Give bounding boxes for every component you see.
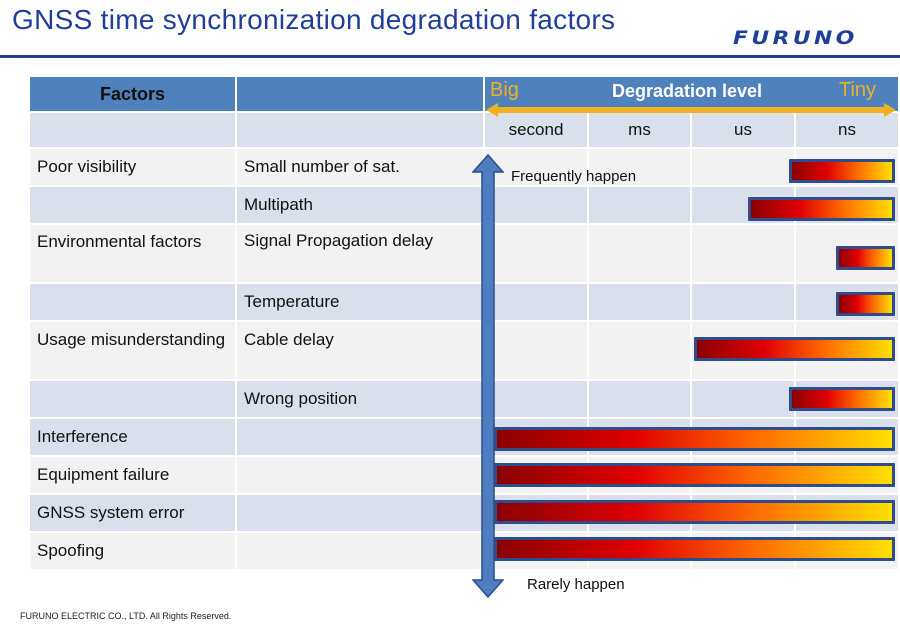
copyright-footer: FURUNO ELECTRIC CO., LTD. All Rights Res… — [20, 611, 232, 621]
factor-label: Equipment failure — [37, 465, 170, 484]
bar-temperature — [836, 292, 895, 316]
unit-second: second — [483, 111, 589, 149]
bar-small-number-of-sat — [789, 159, 895, 183]
factor-label: Spoofing — [37, 541, 105, 560]
furuno-logo: FURUNO — [733, 27, 858, 49]
factor-label: Usage misunderstanding — [37, 330, 226, 349]
detail-label — [237, 419, 483, 425]
factor-label: GNSS system error — [37, 503, 185, 522]
header-row: Factors — [28, 75, 900, 113]
tiny-label: Tiny — [839, 79, 877, 101]
detail-label — [237, 533, 483, 539]
detail-label: Multipath — [244, 195, 313, 214]
bar-wrong-position — [789, 387, 895, 411]
detail-label: Small number of sat. — [244, 157, 400, 176]
table-row: Temperature — [28, 282, 900, 322]
frequently-happen-note: Frequently happen — [511, 168, 637, 185]
detail-label: Signal Propagation delay — [244, 231, 434, 250]
title-rule — [0, 55, 900, 58]
detail-label — [237, 457, 483, 463]
bar-interference — [494, 427, 895, 451]
bar-cable-delay — [694, 337, 895, 361]
factor-label — [30, 381, 235, 387]
factor-label: Environmental factors — [37, 232, 202, 251]
table-row: Equipment failure — [28, 455, 900, 495]
factor-label: Poor visibility — [37, 157, 137, 176]
detail-label: Cable delay — [244, 330, 334, 349]
table-row: Wrong position — [28, 379, 900, 419]
factors-table: Factors second ms us ns Poor visibility … — [28, 75, 900, 571]
factor-label — [30, 187, 235, 193]
bar-equipment-failure — [494, 463, 895, 487]
detail-header — [235, 75, 485, 113]
detail-label — [237, 495, 483, 501]
degradation-double-arrow — [486, 103, 896, 117]
page-title: GNSS time synchronization degradation fa… — [12, 4, 616, 35]
detail-label: Temperature — [244, 292, 340, 311]
rarely-happen-note: Rarely happen — [527, 576, 625, 593]
bar-signal-propagation-delay — [836, 246, 895, 270]
factor-label: Interference — [37, 427, 128, 446]
degradation-level-label: Degradation level — [612, 81, 763, 101]
factors-header: Factors — [28, 75, 237, 113]
detail-label: Wrong position — [244, 389, 358, 408]
table-row: Interference — [28, 417, 900, 457]
bar-gnss-system-error — [494, 500, 895, 524]
bar-multipath — [748, 197, 895, 221]
unit-us: us — [690, 111, 796, 149]
bar-spoofing — [494, 537, 895, 561]
frequency-double-arrow — [472, 154, 504, 598]
table-row: Environmental factors Signal Propagation… — [28, 223, 900, 284]
unit-ns: ns — [794, 111, 900, 149]
units-row: second ms us ns — [28, 111, 900, 149]
factor-label — [30, 284, 235, 290]
big-label: Big — [490, 79, 519, 101]
table-row: Poor visibility Small number of sat. — [28, 147, 900, 187]
